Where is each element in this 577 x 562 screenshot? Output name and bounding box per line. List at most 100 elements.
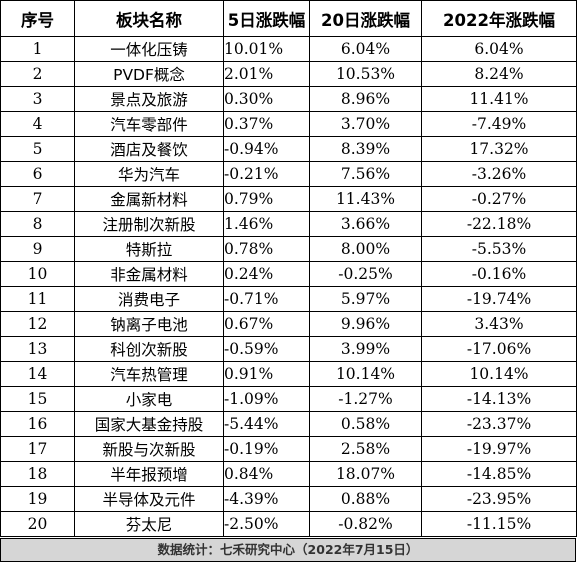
cell-no: 10 bbox=[0, 261, 75, 287]
table-row: 12 钠离子电池 0.67% 9.96% 3.43% bbox=[0, 311, 577, 337]
cell-5day-change: 0.84% bbox=[223, 461, 310, 487]
table-row: 19 半导体及元件 -4.39% 0.88% -23.95% bbox=[0, 486, 577, 512]
cell-20day-change: 11.43% bbox=[309, 186, 422, 212]
cell-sector-name: 景点及旅游 bbox=[74, 86, 224, 112]
cell-20day-change: 7.56% bbox=[309, 161, 422, 187]
cell-2022-change: -7.49% bbox=[421, 111, 577, 137]
cell-sector-name: 酒店及餐饮 bbox=[74, 136, 224, 162]
cell-sector-name: 消费电子 bbox=[74, 286, 224, 312]
cell-2022-change: -14.13% bbox=[421, 386, 577, 412]
cell-sector-name: 科创次新股 bbox=[74, 336, 224, 362]
cell-2022-change: -0.16% bbox=[421, 261, 577, 287]
cell-sector-name: 特斯拉 bbox=[74, 236, 224, 262]
cell-5day-change: 0.24% bbox=[223, 261, 310, 287]
cell-5day-change: 0.37% bbox=[223, 111, 310, 137]
cell-5day-change: 0.78% bbox=[223, 236, 310, 262]
cell-20day-change: 8.39% bbox=[309, 136, 422, 162]
cell-no: 18 bbox=[0, 461, 75, 487]
cell-20day-change: 3.70% bbox=[309, 111, 422, 137]
cell-no: 9 bbox=[0, 236, 75, 262]
cell-20day-change: 10.14% bbox=[309, 361, 422, 387]
cell-sector-name: 汽车零部件 bbox=[74, 111, 224, 137]
table-header: 序号 板块名称 5日涨跌幅 20日涨跌幅 2022年涨跌幅 bbox=[0, 0, 577, 37]
cell-no: 2 bbox=[0, 61, 75, 87]
table-row: 18 半年报预增 0.84% 18.07% -14.85% bbox=[0, 461, 577, 487]
cell-no: 5 bbox=[0, 136, 75, 162]
table-row: 8 注册制次新股 1.46% 3.66% -22.18% bbox=[0, 211, 577, 237]
cell-5day-change: 1.46% bbox=[223, 211, 310, 237]
table-row: 9 特斯拉 0.78% 8.00% -5.53% bbox=[0, 236, 577, 262]
cell-no: 11 bbox=[0, 286, 75, 312]
table-row: 5 酒店及餐饮 -0.94% 8.39% 17.32% bbox=[0, 136, 577, 162]
cell-2022-change: -5.53% bbox=[421, 236, 577, 262]
cell-2022-change: -19.74% bbox=[421, 286, 577, 312]
cell-20day-change: 2.58% bbox=[309, 436, 422, 462]
cell-5day-change: -0.71% bbox=[223, 286, 310, 312]
cell-2022-change: -22.18% bbox=[421, 211, 577, 237]
cell-no: 17 bbox=[0, 436, 75, 462]
cell-no: 8 bbox=[0, 211, 75, 237]
sector-performance-table: 序号 板块名称 5日涨跌幅 20日涨跌幅 2022年涨跌幅 1 一体化压铸 10.0… bbox=[0, 0, 577, 537]
table-row: 1 一体化压铸 10.01% 6.04% 6.04% bbox=[0, 36, 577, 62]
cell-5day-change: -0.59% bbox=[223, 336, 310, 362]
cell-20day-change: -1.27% bbox=[309, 386, 422, 412]
cell-2022-change: -17.06% bbox=[421, 336, 577, 362]
cell-20day-change: 0.58% bbox=[309, 411, 422, 437]
table-row: 6 华为汽车 -0.21% 7.56% -3.26% bbox=[0, 161, 577, 187]
cell-2022-change: 10.14% bbox=[421, 361, 577, 387]
cell-no: 6 bbox=[0, 161, 75, 187]
cell-5day-change: -2.50% bbox=[223, 511, 310, 537]
cell-sector-name: 半导体及元件 bbox=[74, 486, 224, 512]
cell-no: 1 bbox=[0, 36, 75, 62]
cell-5day-change: 0.67% bbox=[223, 311, 310, 337]
cell-no: 7 bbox=[0, 186, 75, 212]
cell-2022-change: -11.15% bbox=[421, 511, 577, 537]
cell-5day-change: 0.30% bbox=[223, 86, 310, 112]
cell-sector-name: 汽车热管理 bbox=[74, 361, 224, 387]
cell-2022-change: 11.41% bbox=[421, 86, 577, 112]
cell-5day-change: -1.09% bbox=[223, 386, 310, 412]
cell-5day-change: 0.91% bbox=[223, 361, 310, 387]
cell-2022-change: 8.24% bbox=[421, 61, 577, 87]
cell-5day-change: 0.79% bbox=[223, 186, 310, 212]
cell-5day-change: 2.01% bbox=[223, 61, 310, 87]
table-row: 15 小家电 -1.09% -1.27% -14.13% bbox=[0, 386, 577, 412]
cell-5day-change: -0.94% bbox=[223, 136, 310, 162]
cell-20day-change: 5.97% bbox=[309, 286, 422, 312]
cell-2022-change: 6.04% bbox=[421, 36, 577, 62]
cell-no: 13 bbox=[0, 336, 75, 362]
cell-2022-change: -3.26% bbox=[421, 161, 577, 187]
cell-2022-change: -19.97% bbox=[421, 436, 577, 462]
cell-sector-name: 一体化压铸 bbox=[74, 36, 224, 62]
cell-sector-name: 华为汽车 bbox=[74, 161, 224, 187]
cell-2022-change: -14.85% bbox=[421, 461, 577, 487]
cell-2022-change: -23.95% bbox=[421, 486, 577, 512]
cell-sector-name: 钠离子电池 bbox=[74, 311, 224, 337]
cell-sector-name: 非金属材料 bbox=[74, 261, 224, 287]
cell-5day-change: -5.44% bbox=[223, 411, 310, 437]
cell-no: 15 bbox=[0, 386, 75, 412]
cell-5day-change: -0.19% bbox=[223, 436, 310, 462]
cell-sector-name: 芬太尼 bbox=[74, 511, 224, 537]
cell-sector-name: 新股与次新股 bbox=[74, 436, 224, 462]
table-row: 7 金属新材料 0.79% 11.43% -0.27% bbox=[0, 186, 577, 212]
cell-2022-change: 3.43% bbox=[421, 311, 577, 337]
cell-20day-change: 3.66% bbox=[309, 211, 422, 237]
header-5day-change: 5日涨跌幅 bbox=[223, 0, 310, 37]
table-row: 17 新股与次新股 -0.19% 2.58% -19.97% bbox=[0, 436, 577, 462]
cell-no: 20 bbox=[0, 511, 75, 537]
cell-20day-change: 10.53% bbox=[309, 61, 422, 87]
cell-no: 4 bbox=[0, 111, 75, 137]
table-row: 13 科创次新股 -0.59% 3.99% -17.06% bbox=[0, 336, 577, 362]
cell-no: 3 bbox=[0, 86, 75, 112]
cell-2022-change: 17.32% bbox=[421, 136, 577, 162]
header-row: 序号 板块名称 5日涨跌幅 20日涨跌幅 2022年涨跌幅 bbox=[0, 0, 577, 37]
cell-20day-change: 18.07% bbox=[309, 461, 422, 487]
cell-20day-change: -0.82% bbox=[309, 511, 422, 537]
cell-sector-name: 金属新材料 bbox=[74, 186, 224, 212]
table-row: 10 非金属材料 0.24% -0.25% -0.16% bbox=[0, 261, 577, 287]
cell-20day-change: 6.04% bbox=[309, 36, 422, 62]
cell-no: 16 bbox=[0, 411, 75, 437]
table-row: 11 消费电子 -0.71% 5.97% -19.74% bbox=[0, 286, 577, 312]
